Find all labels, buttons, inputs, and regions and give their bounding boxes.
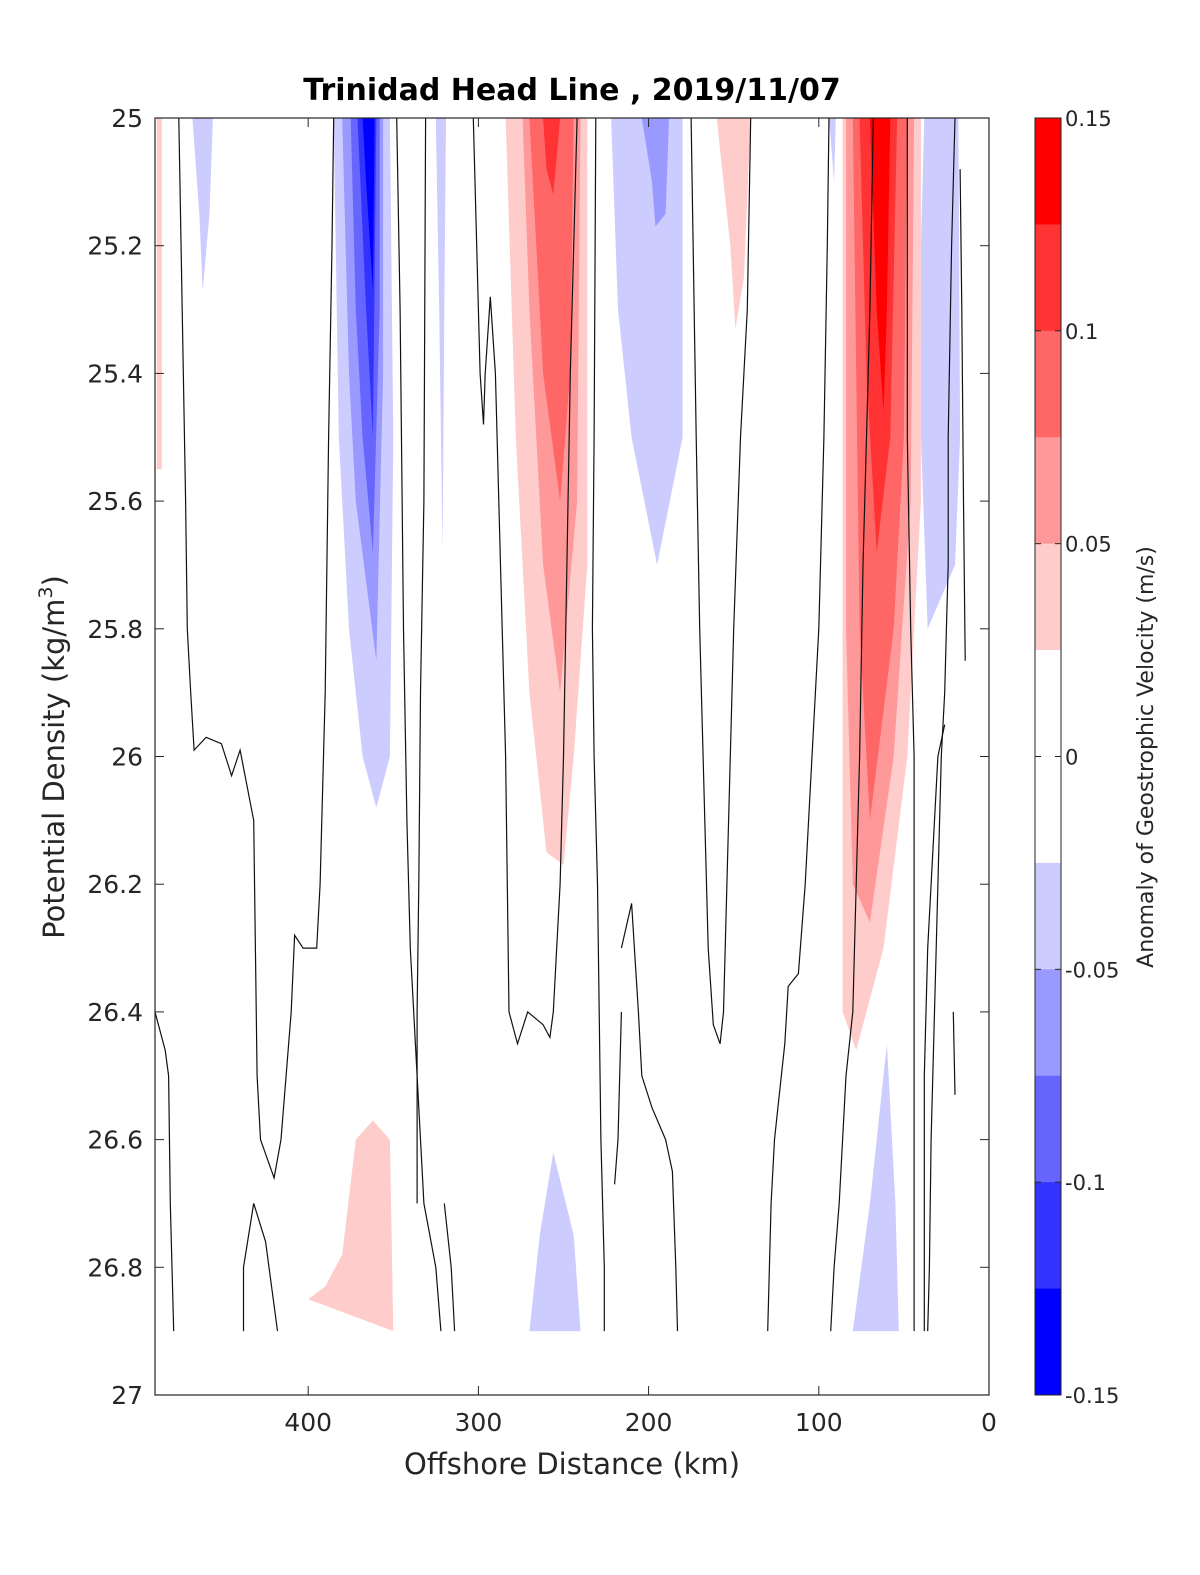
y-axis-title-main: Potential Density (kg/m: [37, 599, 71, 939]
contour-fill-region: [435, 118, 446, 553]
axis-ticks: [155, 117, 990, 1396]
contour-line: [927, 117, 956, 1332]
contour-fill-region: [920, 118, 961, 629]
contour-lines: [154, 117, 966, 1332]
colorbar-segment: [1035, 1075, 1061, 1183]
colorbar-title: Anomaly of Geostrophic Velocity (m/s): [1134, 546, 1159, 968]
contour-line: [959, 169, 966, 661]
y-tick-label: 25.2: [87, 232, 143, 261]
colorbar-segment: [1035, 1182, 1061, 1290]
colorbar-segment: [1035, 1288, 1061, 1396]
contour-fill-region: [192, 118, 213, 291]
contour-line: [178, 117, 335, 1181]
contour-fill-region: [641, 118, 669, 227]
y-tick-label: 26.2: [87, 870, 143, 899]
colorbar-tick-label: -0.1: [1065, 1171, 1106, 1195]
colorbar-tick-label: 0: [1065, 746, 1078, 770]
contour-line: [472, 117, 496, 425]
contour-line: [767, 117, 830, 1332]
colorbar-segment: [1035, 862, 1061, 970]
colorbar-tick-label: 0.05: [1065, 533, 1112, 557]
chart-title: Trinidad Head Line , 2019/11/07: [303, 73, 840, 108]
contour-fill-region: [869, 118, 891, 412]
colorbar-tick-label: -0.05: [1065, 958, 1119, 982]
contour-fills: [156, 118, 961, 1332]
colorbar: [1034, 117, 1062, 1396]
contour-line: [906, 118, 915, 1332]
contour-line: [620, 903, 679, 1332]
x-tick-label: 200: [625, 1408, 673, 1437]
y-tick-label: 27: [111, 1381, 143, 1410]
y-tick-label: 26.8: [87, 1253, 143, 1282]
colorbar-segment: [1035, 650, 1061, 757]
contour-line: [830, 117, 874, 1332]
colorbar-segment: [1035, 969, 1061, 1077]
y-tick-label: 26: [111, 743, 143, 772]
contour-line: [952, 1011, 956, 1095]
y-axis-title: Potential Density (kg/m3): [35, 575, 71, 939]
colorbar-tick-label: 0.15: [1065, 107, 1112, 131]
colorbar-tick-labels: 0.15 0.1 0.05 0 -0.05 -0.1 -0.15: [1035, 107, 1119, 1408]
contour-line: [443, 1203, 456, 1332]
colorbar-segment: [1035, 437, 1061, 545]
x-tick-label: 0: [981, 1408, 997, 1437]
contour-fill-region: [716, 118, 751, 329]
contour-line: [242, 1203, 279, 1332]
colorbar-segment: [1035, 224, 1061, 332]
contour-line: [591, 117, 605, 1332]
x-axis-tick-labels: 400 300 200 100 0: [284, 1408, 997, 1437]
colorbar-tick-label: 0.1: [1065, 320, 1098, 344]
y-tick-label: 26.4: [87, 998, 143, 1027]
contour-fill-region: [529, 118, 574, 502]
y-tick-label: 25.6: [87, 487, 143, 516]
y-axis-tick-labels: 25 25.2 25.4 25.6 25.8 26 26.2 26.4 26.6 26.8 27: [87, 104, 143, 1410]
contour-fill-region: [829, 118, 836, 182]
contour-fill-region: [611, 118, 683, 565]
contour-fill-region: [156, 118, 162, 470]
x-axis-title: Offshore Distance (km): [404, 1447, 740, 1481]
contour-line: [614, 1011, 622, 1185]
colorbar-tick-label: -0.15: [1065, 1384, 1119, 1408]
contour-fill-region: [308, 1120, 394, 1332]
colorbar-segment: [1035, 543, 1061, 651]
contour-line: [396, 117, 442, 1332]
contour-fill-region: [543, 118, 561, 195]
y-tick-label: 26.6: [87, 1126, 143, 1155]
colorbar-segment: [1035, 330, 1061, 438]
colorbar-segment: [1035, 118, 1061, 225]
contour-fill-region: [362, 118, 375, 291]
contour-line: [690, 117, 752, 1045]
y-tick-label: 25.4: [87, 359, 143, 388]
x-tick-label: 400: [284, 1408, 332, 1437]
x-tick-label: 100: [795, 1408, 843, 1437]
y-axis-title-suffix: ): [37, 575, 71, 586]
y-tick-label: 25.8: [87, 615, 143, 644]
contour-line: [923, 724, 946, 1332]
x-tick-label: 300: [455, 1408, 503, 1437]
contour-line: [416, 117, 427, 1204]
colorbar-segment: [1035, 756, 1061, 864]
contour-line: [154, 1011, 175, 1332]
contour-fill-region: [529, 1152, 581, 1332]
contour-line: [494, 117, 578, 1046]
y-axis-title-superscript: 3: [35, 586, 57, 598]
contour-fill-region: [852, 1043, 899, 1332]
y-tick-label: 25: [111, 104, 143, 133]
